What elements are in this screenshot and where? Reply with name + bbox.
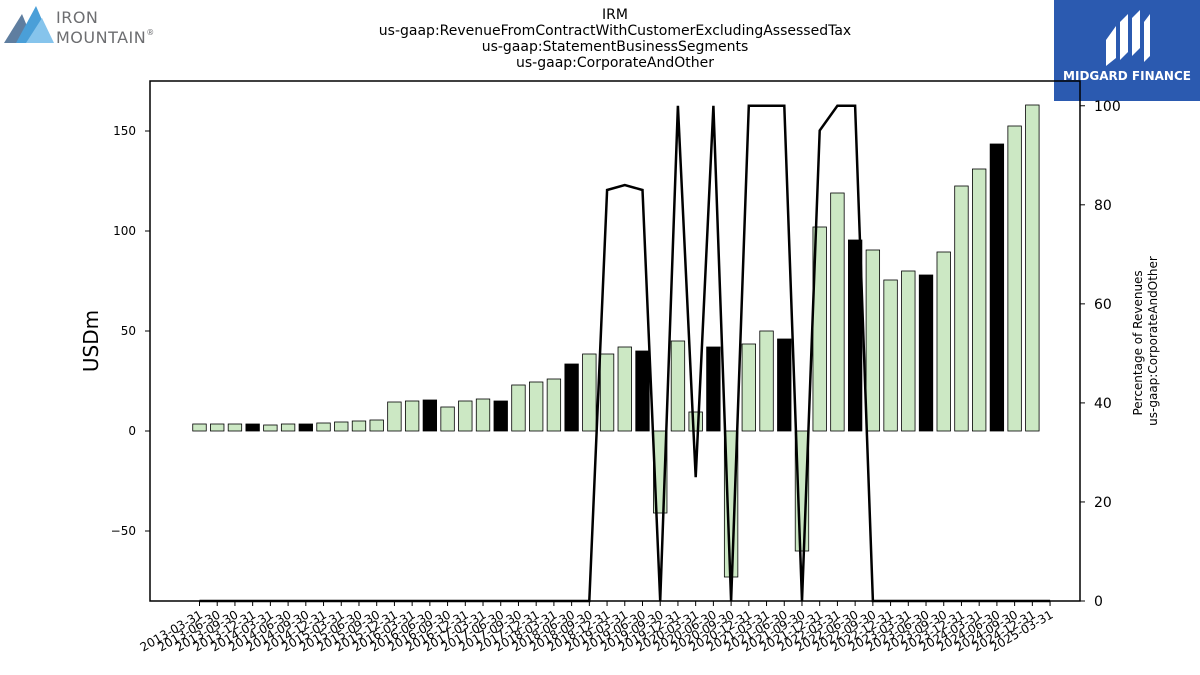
bar [529,381,544,432]
left-axis: −50 0 50 100 150 [111,124,150,538]
chart-title: IRM us-gaap:RevenueFromContractWithCusto… [300,7,930,71]
bar [670,340,686,432]
plot-frame [149,80,1081,602]
y-tick-label: 0 [128,424,136,438]
bar [865,249,881,432]
bar [1007,125,1022,432]
bar [918,274,934,432]
bar [245,423,260,432]
bar [263,424,278,432]
bar [298,423,313,432]
bar [1025,104,1040,432]
y2-tick-label: 80 [1094,198,1112,214]
title-line-1: IRM [602,7,628,23]
bar [316,422,331,432]
y2-tick-label: 20 [1094,495,1112,511]
bar [387,401,402,432]
y2-tick-label: 0 [1094,594,1103,610]
bar [334,421,349,432]
y2-tick-label: 100 [1094,99,1121,115]
title-line-2: us-gaap:RevenueFromContractWithCustomerE… [378,23,852,39]
logo-text-iron: IRON [56,8,99,27]
bar [883,279,898,432]
bar [210,423,225,432]
bar [511,384,526,432]
bar [440,406,455,432]
y-tick-label: −50 [111,524,136,538]
bar [227,423,243,432]
title-line-3: us-gaap:StatementBusinessSegments [481,39,749,55]
bar [582,353,597,432]
right-axis: 0 20 40 60 80 100 [1080,99,1121,610]
title-line-4: us-gaap:CorporateAndOther [516,55,714,71]
bar [599,353,615,432]
midgard-finance-logo: MIDGARD FINANCE [1054,0,1200,101]
mountain-icon [4,6,54,43]
bar [777,338,792,432]
bar [617,346,632,432]
bar [404,400,420,432]
bar [493,400,508,432]
x-axis: 2013-03-312013-06-302013-09-302013-12-31… [138,601,1056,654]
bar [422,399,438,432]
y-tick-label: 50 [121,324,136,338]
bar [989,143,1005,432]
bar [936,251,951,432]
bar [635,350,650,432]
bar-series [192,104,1040,578]
y2-tick-label: 60 [1094,297,1112,313]
brand-name: MIDGARD FINANCE [1063,69,1191,83]
bar [280,423,296,432]
iron-mountain-logo: IRON MOUNTAIN® [4,4,164,47]
bar [688,411,703,432]
y2-axis-label: Percentage of Revenues us-gaap:Corporate… [1131,256,1160,426]
y-axis-label: USDm [79,310,103,372]
bar [706,346,721,432]
bar [901,270,916,432]
bar [475,398,491,432]
bar [741,343,756,432]
logo-text-mountain: MOUNTAIN® [56,28,155,47]
bar [369,419,384,432]
bar [351,420,367,432]
registered-mark: ® [146,28,155,37]
bar [830,192,845,432]
y2-axis-label-line-1: Percentage of Revenues [1131,270,1145,415]
bar [546,378,562,432]
y-tick-label: 150 [113,124,136,138]
bar [972,168,987,432]
bar [847,239,863,432]
bar [759,330,774,432]
bar [954,185,969,432]
y-tick-label: 100 [113,224,136,238]
bar [192,423,207,432]
y2-axis-label-line-2: us-gaap:CorporateAndOther [1146,256,1160,426]
bar [564,363,579,432]
midgard-monogram-icon [1106,10,1150,66]
y2-tick-label: 40 [1094,396,1112,412]
bar [458,400,473,432]
